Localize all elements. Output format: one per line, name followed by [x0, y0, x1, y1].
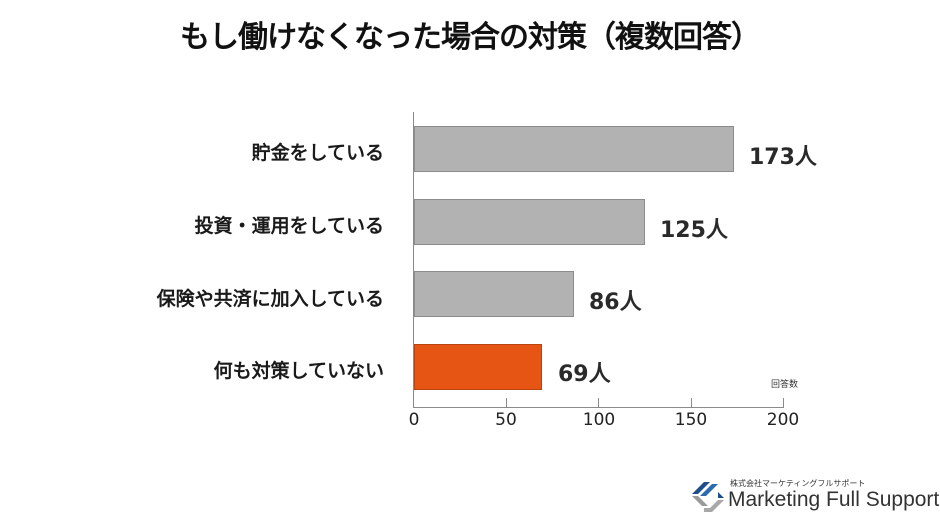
- bar-no-measures: [414, 344, 542, 390]
- category-label: 投資・運用をしている: [194, 215, 384, 237]
- category-label: 何も対策していない: [213, 360, 384, 382]
- category-label: 保険や共済に加入している: [156, 288, 384, 310]
- bar-savings: [414, 126, 734, 172]
- axis-unit-label: 回答数: [771, 380, 799, 390]
- value-label: 69人: [558, 362, 611, 387]
- x-tick-label: 150: [674, 410, 708, 430]
- category-label: 貯金をしている: [251, 142, 384, 164]
- x-tick-label: 100: [582, 410, 616, 430]
- company-name-ja: 株式会社マーケティングフルサポート: [730, 479, 866, 488]
- x-tick: [413, 398, 414, 408]
- x-tick: [598, 398, 599, 408]
- x-tick: [783, 398, 784, 408]
- x-tick-label: 200: [766, 410, 800, 430]
- company-name-en: Marketing Full Support: [728, 488, 940, 511]
- x-tick-label: 50: [495, 410, 517, 430]
- value-label: 125人: [660, 218, 728, 243]
- bar-investment: [414, 199, 645, 245]
- x-tick-label: 0: [408, 410, 420, 430]
- y-axis-line: [413, 112, 414, 408]
- x-tick: [506, 398, 507, 408]
- mfs-logo-icon: [692, 482, 724, 512]
- x-tick: [691, 398, 692, 408]
- value-label: 173人: [749, 145, 817, 170]
- bar-insurance: [414, 271, 574, 317]
- value-label: 86人: [589, 290, 642, 315]
- chart-title: もし働けなくなった場合の対策（複数回答）: [180, 20, 761, 55]
- company-logo: 株式会社マーケティングフルサポート Marketing Full Support: [690, 476, 939, 520]
